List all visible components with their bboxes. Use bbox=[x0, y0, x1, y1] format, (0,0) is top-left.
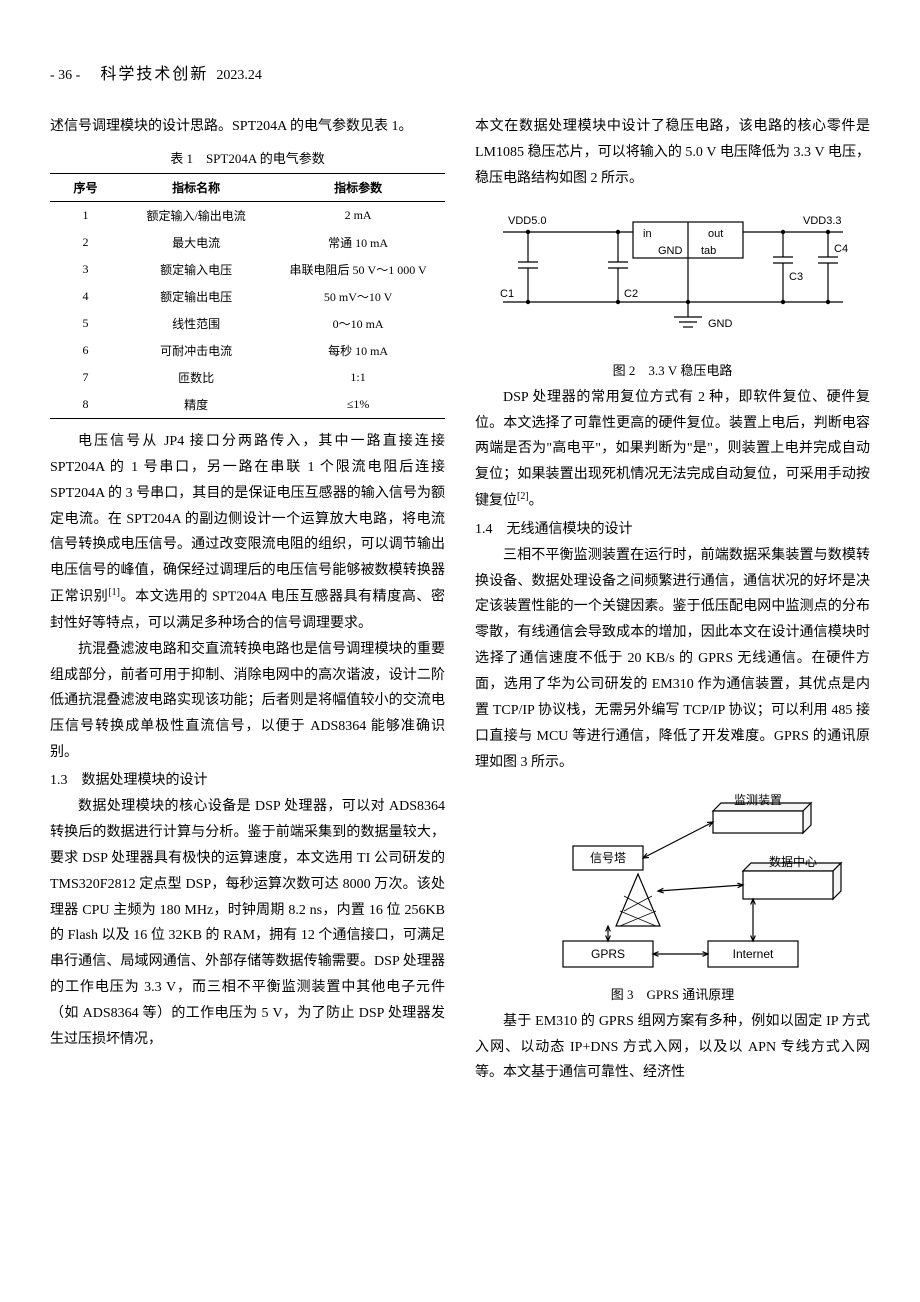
table-cell: 1 bbox=[50, 201, 121, 229]
table-cell: 最大电流 bbox=[121, 229, 271, 256]
page-number: - 36 - bbox=[50, 68, 80, 84]
svg-text:in: in bbox=[643, 228, 652, 240]
table-cell: 2 bbox=[50, 229, 121, 256]
table-cell: 2 mA bbox=[271, 201, 445, 229]
table-cell: 7 bbox=[50, 364, 121, 391]
left-p3: 抗混叠滤波电路和交直流转换电路也是信号调理模块的重要组成部分，前者可用于抑制、消… bbox=[50, 637, 445, 766]
right-p2: DSP 处理器的常用复位方式有 2 种，即软件复位、硬件复位。本文选择了可靠性更… bbox=[475, 385, 870, 515]
right-column: 本文在数据处理模块中设计了稳压电路，该电路的核心零件是 LM1085 稳压芯片，… bbox=[475, 114, 870, 1086]
th-name: 指标名称 bbox=[121, 173, 271, 201]
table-row: 1额定输入/输出电流2 mA bbox=[50, 201, 445, 229]
left-column: 述信号调理模块的设计思路。SPT204A 的电气参数见表 1。 表 1 SPT2… bbox=[50, 114, 445, 1086]
table-cell: 50 mV～10 V bbox=[271, 283, 445, 310]
table-row: 6可耐冲击电流每秒 10 mA bbox=[50, 337, 445, 364]
table-cell: 额定输入电压 bbox=[121, 256, 271, 283]
svg-text:GND: GND bbox=[658, 245, 683, 257]
svg-text:C3: C3 bbox=[789, 271, 803, 283]
left-p1: 述信号调理模块的设计思路。SPT204A 的电气参数见表 1。 bbox=[50, 114, 445, 140]
ref-2: [2] bbox=[517, 491, 529, 502]
left-p4: 数据处理模块的核心设备是 DSP 处理器，可以对 ADS8364 转换后的数据进… bbox=[50, 794, 445, 1053]
svg-text:信号塔: 信号塔 bbox=[589, 851, 625, 865]
right-p4: 基于 EM310 的 GPRS 组网方案有多种，例如以固定 IP 方式入网、以动… bbox=[475, 1009, 870, 1087]
figure-3-caption: 图 3 GPRS 通讯原理 bbox=[475, 984, 870, 1003]
section-1-4-heading: 1.4 无线通信模块的设计 bbox=[475, 517, 870, 543]
table-cell: 4 bbox=[50, 283, 121, 310]
table-row: 3额定输入电压串联电阻后 50 V～1 000 V bbox=[50, 256, 445, 283]
table-cell: 额定输入/输出电流 bbox=[121, 201, 271, 229]
table-cell: 线性范围 bbox=[121, 310, 271, 337]
left-p2-text: 电压信号从 JP4 接口分两路传入，其中一路直接连接 SPT204A 的 1 号… bbox=[50, 434, 445, 605]
table-row: 7匝数比1:1 bbox=[50, 364, 445, 391]
table1-caption: 表 1 SPT204A 的电气参数 bbox=[50, 148, 445, 167]
table-row: 2最大电流常通 10 mA bbox=[50, 229, 445, 256]
table-cell: 3 bbox=[50, 256, 121, 283]
svg-text:GPRS: GPRS bbox=[590, 947, 624, 961]
section-1-3-heading: 1.3 数据处理模块的设计 bbox=[50, 768, 445, 794]
table-cell: 串联电阻后 50 V～1 000 V bbox=[271, 256, 445, 283]
ref-1: [1] bbox=[108, 587, 120, 598]
table-row: 4额定输出电压50 mV～10 V bbox=[50, 283, 445, 310]
svg-text:C2: C2 bbox=[624, 288, 638, 300]
journal-title: 科学技术创新 bbox=[100, 60, 208, 84]
svg-text:GND: GND bbox=[708, 318, 733, 330]
svg-text:Internet: Internet bbox=[732, 947, 773, 961]
svg-text:数据中心: 数据中心 bbox=[768, 854, 816, 869]
table1-spt204a: 序号 指标名称 指标参数 1额定输入/输出电流2 mA2最大电流常通 10 mA… bbox=[50, 173, 445, 419]
svg-text:tab: tab bbox=[701, 245, 716, 257]
page-header: - 36 - 科学技术创新 2023.24 bbox=[50, 60, 870, 84]
table-header-row: 序号 指标名称 指标参数 bbox=[50, 173, 445, 201]
figure-2-circuit: in out GND tab VDD5.0 VDD3.3 C1 C2 C3 C4 GND bbox=[475, 202, 870, 352]
svg-text:out: out bbox=[708, 228, 723, 240]
table-cell: 额定输出电压 bbox=[121, 283, 271, 310]
svg-text:VDD5.0: VDD5.0 bbox=[508, 215, 547, 227]
table-cell: 匝数比 bbox=[121, 364, 271, 391]
table-cell: 5 bbox=[50, 310, 121, 337]
table-cell: 1:1 bbox=[271, 364, 445, 391]
right-p2b: 。 bbox=[529, 494, 543, 509]
fig2-svg: in out GND tab VDD5.0 VDD3.3 C1 C2 C3 C4 GND bbox=[483, 202, 863, 352]
table-cell: 0～10 mA bbox=[271, 310, 445, 337]
table-cell: ≤1% bbox=[271, 391, 445, 419]
right-p1: 本文在数据处理模块中设计了稳压电路，该电路的核心零件是 LM1085 稳压芯片，… bbox=[475, 114, 870, 192]
svg-text:监测装置: 监测装置 bbox=[733, 793, 781, 807]
table-cell: 精度 bbox=[121, 391, 271, 419]
svg-text:VDD3.3: VDD3.3 bbox=[803, 215, 842, 227]
table-cell: 6 bbox=[50, 337, 121, 364]
fig3-svg: 监测装置信号塔 数据中心 GPRS Internet bbox=[493, 786, 853, 976]
left-p2: 电压信号从 JP4 接口分两路传入，其中一路直接连接 SPT204A 的 1 号… bbox=[50, 429, 445, 637]
table-cell: 8 bbox=[50, 391, 121, 419]
two-column-layout: 述信号调理模块的设计思路。SPT204A 的电气参数见表 1。 表 1 SPT2… bbox=[50, 114, 870, 1086]
figure-3-gprs: 监测装置信号塔 数据中心 GPRS Internet bbox=[475, 786, 870, 976]
right-p3: 三相不平衡监测装置在运行时，前端数据采集装置与数模转换设备、数据处理设备之间频繁… bbox=[475, 543, 870, 776]
th-seq: 序号 bbox=[50, 173, 121, 201]
figure-2-caption: 图 2 3.3 V 稳压电路 bbox=[475, 360, 870, 379]
table-cell: 每秒 10 mA bbox=[271, 337, 445, 364]
svg-text:C1: C1 bbox=[500, 288, 514, 300]
table-cell: 可耐冲击电流 bbox=[121, 337, 271, 364]
svg-text:C4: C4 bbox=[834, 243, 848, 255]
table-row: 8精度≤1% bbox=[50, 391, 445, 419]
table-row: 5线性范围0～10 mA bbox=[50, 310, 445, 337]
issue-number: 2023.24 bbox=[216, 68, 262, 84]
right-p2a: DSP 处理器的常用复位方式有 2 种，即软件复位、硬件复位。本文选择了可靠性更… bbox=[475, 390, 870, 509]
table-cell: 常通 10 mA bbox=[271, 229, 445, 256]
th-param: 指标参数 bbox=[271, 173, 445, 201]
